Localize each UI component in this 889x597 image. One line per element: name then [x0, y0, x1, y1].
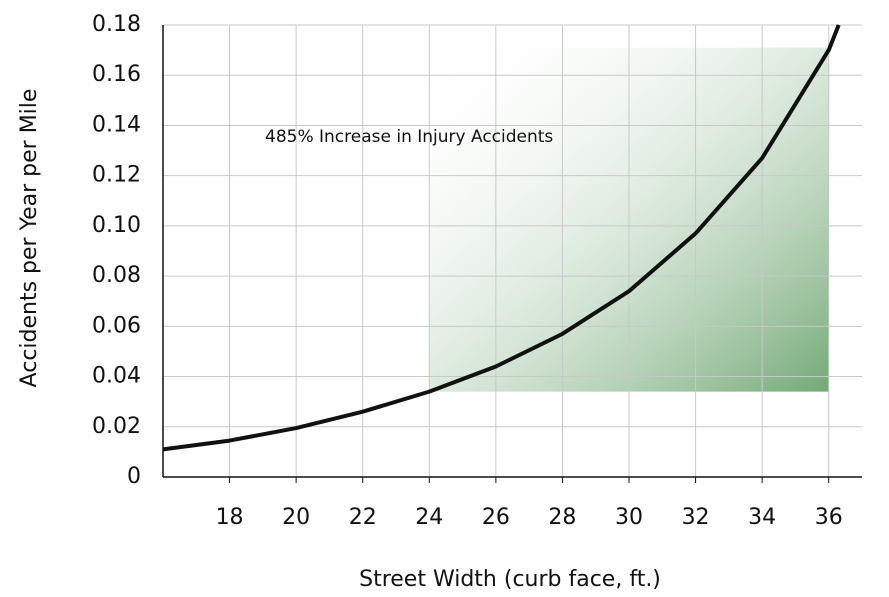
x-tick-label: 32 — [682, 505, 710, 530]
y-tick-label: 0.02 — [92, 414, 141, 439]
y-tick-label: 0.06 — [92, 313, 141, 338]
y-tick-label: 0 — [127, 464, 141, 489]
y-tick-label: 0.18 — [92, 12, 141, 37]
x-tick-label: 28 — [548, 505, 576, 530]
y-tick-label: 0.08 — [92, 263, 141, 288]
x-tick-label: 34 — [748, 505, 776, 530]
y-tick-label: 0.04 — [92, 364, 141, 389]
x-axis-title: Street Width (curb face, ft.) — [359, 567, 661, 592]
x-tick-label: 36 — [815, 505, 843, 530]
y-axis-title: Accidents per Year per Mile — [17, 89, 42, 388]
annotation: 485% Increase in Injury Accidents — [265, 127, 553, 147]
x-tick-label: 20 — [282, 505, 310, 530]
y-tick-label: 0.10 — [92, 213, 141, 238]
curve — [162, 24, 841, 452]
x-tick-label: 18 — [216, 505, 244, 530]
y-tick-label: 0.14 — [92, 112, 141, 137]
x-tick-label: 26 — [482, 505, 510, 530]
x-tick-label: 22 — [349, 505, 377, 530]
x-tick-label: 24 — [415, 505, 443, 530]
x-tick-label: 30 — [615, 505, 643, 530]
y-tick-label: 0.12 — [92, 163, 141, 188]
y-tick-label: 0.16 — [92, 62, 141, 87]
